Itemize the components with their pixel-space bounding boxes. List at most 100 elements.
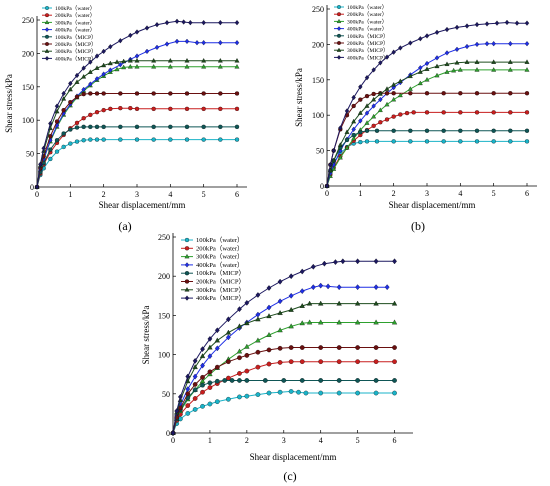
data-point [318,319,324,325]
data-point [299,359,305,365]
legend-marker [45,6,49,10]
data-point [234,124,240,130]
x-tick-label: 3 [425,189,429,198]
data-point [266,390,272,396]
data-point [94,124,100,130]
y-tick-label: 50 [316,147,324,156]
data-point [200,403,205,409]
data-point [201,58,207,63]
data-point [424,60,430,67]
data-point [255,292,261,298]
data-point [371,113,377,119]
y-tick-label: 250 [312,5,324,14]
data-point [226,396,231,402]
series-line [36,40,237,188]
y-tick-label: 0 [166,429,170,438]
legend-marker [45,42,49,46]
y-tick-label: 100 [22,116,34,125]
data-point [118,124,123,130]
data-point [255,337,261,343]
data-point [201,20,206,26]
data-point [81,124,86,130]
data-point [454,24,460,31]
data-point [344,137,350,143]
data-point [514,20,520,26]
series-7 [324,59,530,188]
data-point [288,323,294,329]
data-point [108,106,113,111]
data-point [441,139,446,144]
series-line [326,140,527,187]
data-point [184,137,190,142]
data-point [397,92,403,98]
data-point [185,391,191,397]
x-tick-label: 5 [492,189,496,198]
data-point [184,124,190,130]
data-point [184,106,190,111]
legend-label: 200kPa（MICP） [196,278,245,286]
data-point [351,132,356,138]
legend-marker [337,33,341,38]
x-tick-label: 6 [235,190,239,199]
data-point [236,323,243,329]
data-point [344,108,350,114]
data-point [474,21,480,28]
data-point [225,329,232,335]
data-point [474,91,480,96]
data-point [288,273,294,280]
data-point [54,138,60,143]
legend-marker [44,19,50,24]
data-point [524,110,530,115]
data-point [194,40,200,46]
data-point [101,62,107,68]
data-point [234,40,240,46]
legend-label: 400kPa（MICP） [55,55,97,62]
data-point [299,303,305,308]
data-point [81,86,86,93]
data-point [121,64,127,70]
data-point [454,60,460,65]
data-point [371,96,377,102]
legend-label: 300kPa（water） [55,19,95,26]
data-point [54,108,60,114]
y-tick-label: 150 [158,311,170,320]
data-point [234,137,240,142]
data-point [508,91,513,96]
data-point [491,41,496,47]
data-point [34,184,40,190]
data-point [354,319,361,325]
data-point [464,23,470,29]
data-point [407,86,413,91]
legend-label: 200kPa（MICP） [347,40,389,47]
data-point [364,139,370,144]
data-point [277,327,283,333]
data-point [364,110,370,116]
data-point [392,378,397,383]
data-point [266,285,272,291]
data-point [192,382,198,387]
data-point [336,345,342,350]
data-point [144,48,150,55]
data-point [458,110,463,115]
x-tick-label: 2 [392,189,396,198]
data-point [118,38,123,44]
data-point [101,71,106,77]
data-point [373,390,379,396]
data-point [336,284,342,291]
data-point [168,124,173,130]
data-point [266,313,272,319]
x-tick-label: 5 [202,190,206,199]
data-point [391,139,396,144]
data-point [61,90,66,97]
data-point [101,108,106,113]
data-point [358,130,363,135]
data-point [128,32,133,38]
data-point [229,378,235,383]
data-point [357,110,363,115]
data-point [411,110,416,115]
data-point [310,284,316,291]
series-7 [34,58,240,189]
data-point [464,43,470,50]
x-tick-label: 5 [356,436,360,445]
x-tick-label: 6 [393,436,397,445]
